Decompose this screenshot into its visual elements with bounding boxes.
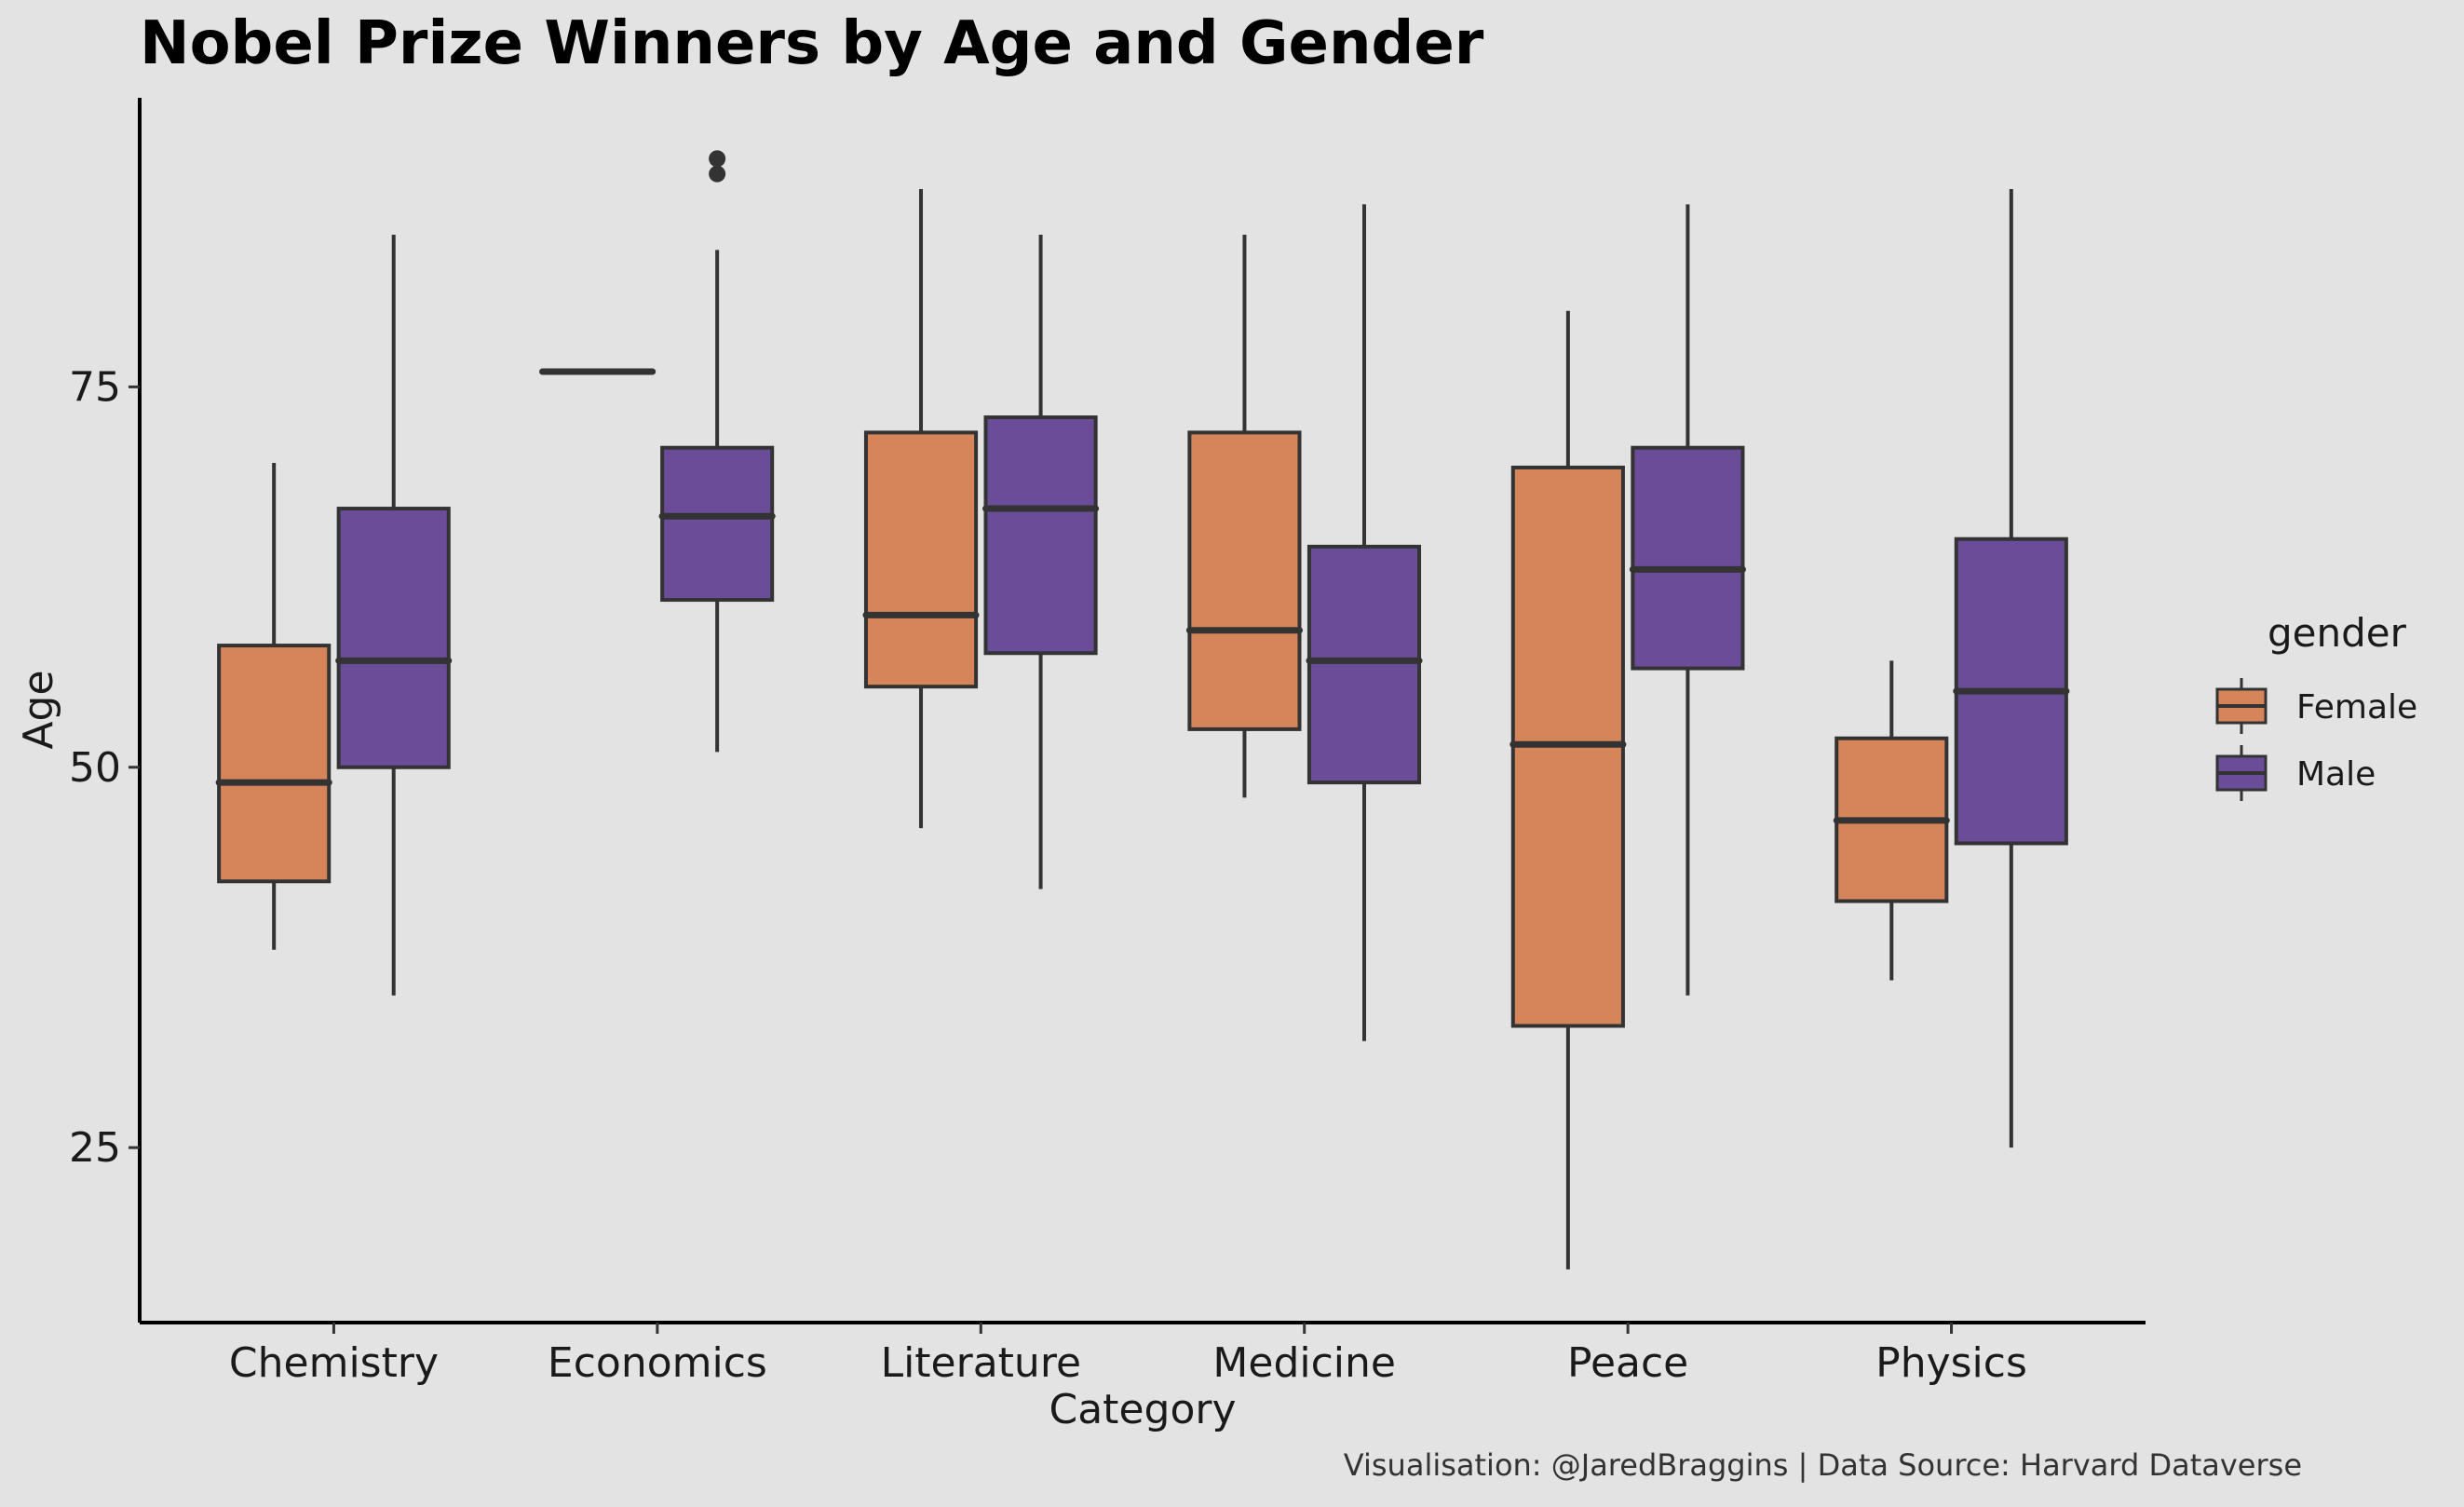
legend-label: Female xyxy=(2296,688,2417,726)
x-tick-label: Chemistry xyxy=(229,1339,439,1387)
chart-title: Nobel Prize Winners by Age and Gender xyxy=(140,9,1484,78)
x-tick-label: Literature xyxy=(881,1339,1081,1387)
y-tick-label: 50 xyxy=(69,744,121,792)
box-male-peace xyxy=(1629,204,1746,996)
outlier-point xyxy=(709,165,726,183)
box-iqr xyxy=(336,507,451,769)
y-tick-label: 75 xyxy=(69,363,121,411)
box-female-medicine xyxy=(1185,235,1303,798)
box-iqr xyxy=(983,415,1098,656)
x-tick-label: Economics xyxy=(548,1339,767,1387)
x-tick-label: Physics xyxy=(1875,1339,2027,1387)
box-male-medicine xyxy=(1306,204,1423,1041)
box-female-literature xyxy=(862,189,980,829)
box-iqr xyxy=(1306,544,1422,785)
box-iqr xyxy=(660,445,775,603)
outlier-point xyxy=(709,150,726,168)
box-male-economics xyxy=(658,150,776,753)
box-female-physics xyxy=(1833,660,1950,981)
box-female-chemistry xyxy=(215,463,332,950)
box-iqr xyxy=(1187,430,1302,731)
legend-item-female: Female xyxy=(2215,678,2417,734)
legend-item-male: Male xyxy=(2215,745,2376,801)
box-iqr xyxy=(217,644,332,884)
x-axis-title: Category xyxy=(1049,1386,1237,1433)
box-male-literature xyxy=(982,235,1100,889)
y-axis-ticks: 25 50 75 xyxy=(69,363,140,1172)
x-axis-ticks: Chemistry Economics Literature Medicine Peac… xyxy=(229,1323,2027,1387)
y-tick-label: 25 xyxy=(69,1124,121,1172)
legend: gender Female Male xyxy=(2215,610,2417,801)
box-iqr xyxy=(863,430,979,689)
chart-caption: Visualisation: @JaredBraggins | Data Sou… xyxy=(1344,1447,2302,1483)
box-male-chemistry xyxy=(335,235,453,996)
x-tick-label: Peace xyxy=(1567,1339,1688,1387)
y-axis-title: Age xyxy=(15,670,62,749)
box-iqr xyxy=(1631,445,1745,671)
x-tick-label: Medicine xyxy=(1212,1339,1396,1387)
box-male-physics xyxy=(1953,189,2070,1148)
plot-area xyxy=(215,150,2070,1269)
box-female-peace xyxy=(1510,310,1627,1269)
legend-label: Male xyxy=(2296,755,2376,794)
legend-title: gender xyxy=(2268,610,2407,656)
